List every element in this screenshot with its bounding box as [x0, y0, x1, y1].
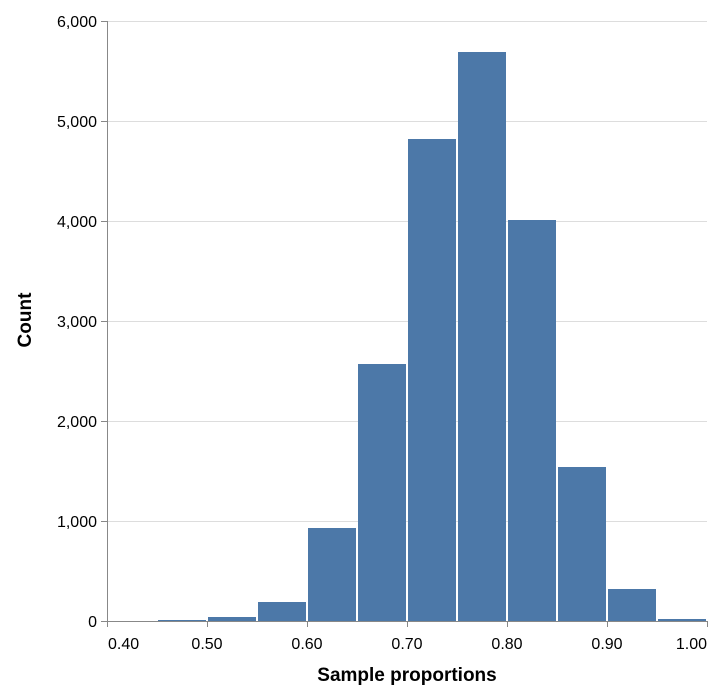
y-tick-label: 3,000 — [57, 314, 97, 331]
histogram-bar — [458, 52, 506, 621]
x-tick-label: 0.80 — [491, 636, 522, 653]
histogram-bar — [508, 220, 556, 621]
grid-layer — [107, 21, 707, 622]
y-tick-label: 0 — [88, 614, 97, 631]
x-tick-label: 0.40 — [108, 636, 139, 653]
histogram-bar — [358, 364, 406, 621]
x-axis-title: Sample proportions — [317, 665, 496, 686]
histogram-bar — [208, 617, 256, 621]
y-tick-label: 5,000 — [57, 114, 97, 131]
x-tick-label: 0.50 — [191, 636, 222, 653]
x-tick-label: 1.00 — [676, 636, 707, 653]
histogram-bar — [658, 619, 706, 621]
histogram-bar — [408, 139, 456, 621]
histogram-bar — [258, 602, 306, 621]
y-axis-title: Count — [15, 292, 36, 348]
axes-layer: 0 1,000 2,000 3,000 4,000 5,000 6,000 0.40 0.50 0… — [57, 14, 708, 653]
y-tick-label: 6,000 — [57, 14, 97, 31]
histogram-bar — [158, 620, 206, 621]
y-tick-label: 4,000 — [57, 214, 97, 231]
y-tick-label: 2,000 — [57, 414, 97, 431]
histogram-bar — [308, 528, 356, 621]
bars-layer — [158, 52, 706, 621]
x-tick-label: 0.60 — [291, 636, 322, 653]
histogram-bar — [608, 589, 656, 621]
x-tick-label: 0.70 — [391, 636, 422, 653]
y-tick-label: 1,000 — [57, 514, 97, 531]
x-tick-label: 0.90 — [591, 636, 622, 653]
histogram-bar — [558, 467, 606, 621]
